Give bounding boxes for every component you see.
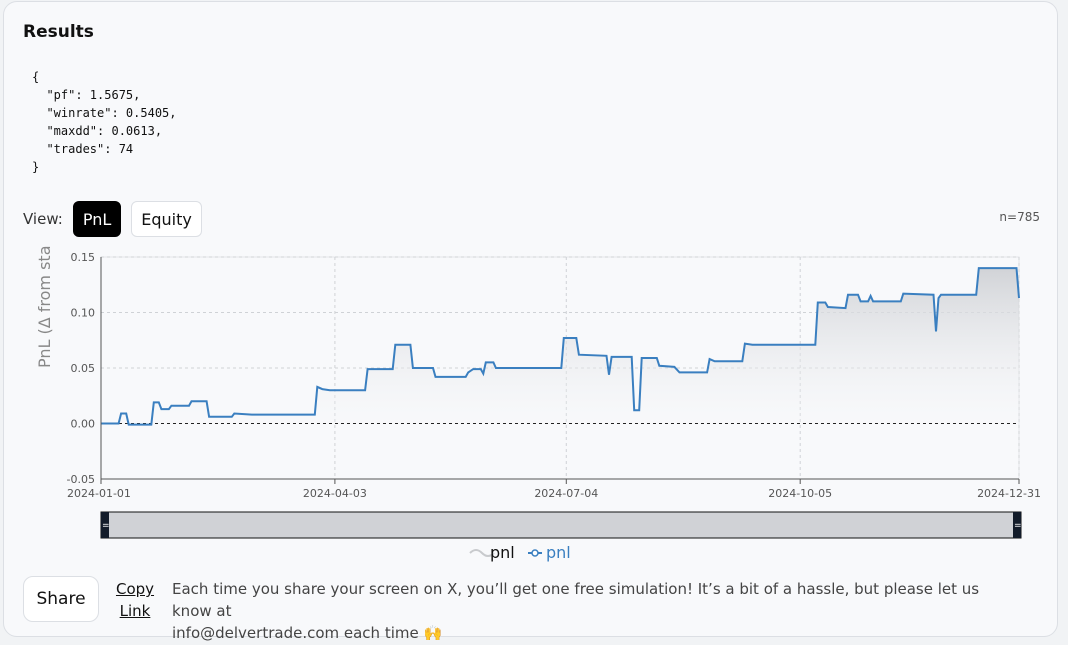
x-tick-label: 2024-04-03 [303,487,367,500]
chart-legend: pnl pnl [469,543,571,562]
line-legend-marker-icon [531,549,539,557]
range-slider-track [100,511,1022,539]
x-tick-label: 2024-07-04 [534,487,598,500]
share-notice: Each time you share your screen on X, yo… [172,578,1012,644]
y-axis-title: PnL (Δ from sta [35,245,54,368]
copy-link-button[interactable]: Copy Link [114,578,156,622]
view-label: View: [23,210,63,228]
legend-label-line: pnl [546,543,571,562]
copy-link-line2: Link [119,602,151,620]
area-legend-icon [469,549,495,557]
view-equity-button[interactable]: Equity [131,201,202,237]
view-switcher: View: PnL Equity [23,201,212,237]
copy-link-line1: Copy [115,580,155,598]
x-tick-label: 2024-10-05 [768,487,832,500]
y-tick-label: 0.00 [71,418,96,431]
range-slider-left-handle[interactable] [101,512,109,538]
legend-item-line[interactable]: pnl [528,543,571,562]
results-title: Results [23,22,94,42]
left-handle-grip-icon: = [102,521,110,531]
x-tick-label: 2024-01-01 [67,487,131,500]
pnl-series-line [101,267,1020,426]
range-slider[interactable]: = = [100,511,1022,539]
y-tick-label: 0.05 [71,362,96,375]
y-tick-label: 0.15 [71,251,96,264]
right-handle-grip-icon: = [1014,521,1022,531]
x-tick-label: 2024-12-31 [977,487,1041,500]
share-notice-line1: Each time you share your screen on X, yo… [172,580,980,620]
sample-count: n=785 [999,210,1040,224]
pnl-area-fill [101,268,1019,425]
y-tick-label: 0.10 [71,307,96,320]
range-slider-right-handle[interactable] [1013,512,1021,538]
share-notice-line2: info@delvertrade.com each time 🙌 [172,624,443,642]
view-pnl-button[interactable]: PnL [72,201,122,237]
legend-item-area[interactable]: pnl [469,543,515,562]
y-tick-label: -0.05 [67,473,95,486]
legend-label-area: pnl [490,543,515,562]
share-button[interactable]: Share [23,576,99,622]
results-json: { "pf": 1.5675, "winrate": 0.5405, "maxd… [32,70,177,174]
results-card: Results { "pf": 1.5675, "winrate": 0.540… [3,1,1059,642]
